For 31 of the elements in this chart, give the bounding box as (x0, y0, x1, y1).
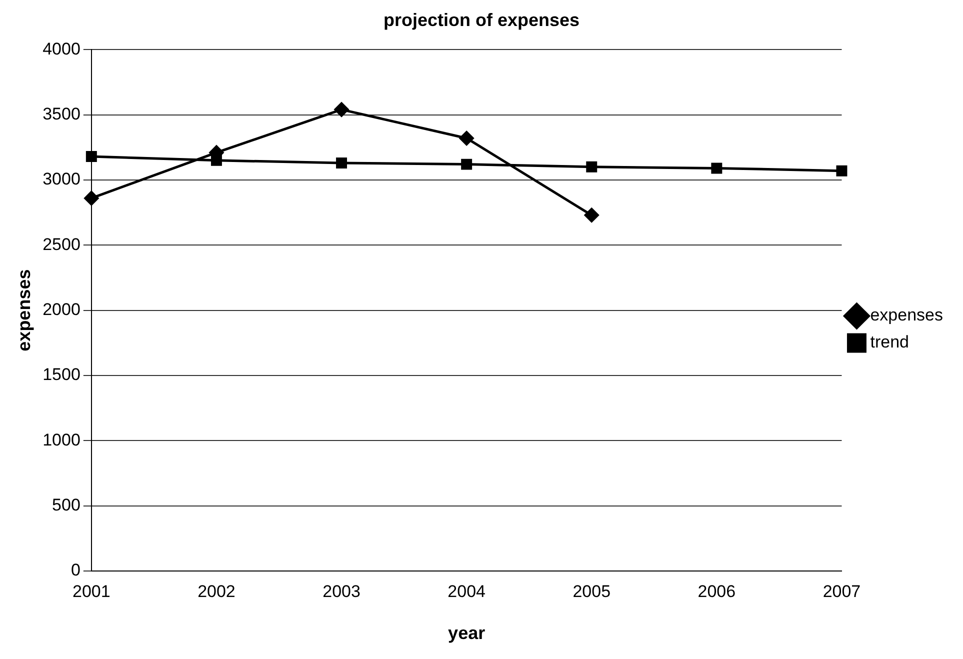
y-tick-label: 3500 (42, 104, 80, 124)
point (334, 102, 349, 117)
x-tick-label: 2002 (198, 582, 236, 601)
y-axis-title: expenses (14, 269, 34, 352)
x-tick-label: 2007 (822, 582, 861, 601)
point (84, 190, 99, 206)
point (584, 208, 599, 222)
x-tick-label: 2001 (72, 582, 110, 601)
point (459, 130, 474, 146)
y-tick-label: 4000 (42, 39, 80, 58)
x-tick-label: 2006 (698, 582, 736, 601)
y-tick-label: 1000 (42, 430, 80, 450)
x-tick-label: 2005 (572, 582, 611, 601)
y-tick-label: 1500 (42, 365, 80, 384)
y-tick-label: 500 (52, 496, 80, 515)
x-axis-title: year (448, 623, 486, 644)
chart-title: projection of expenses (383, 10, 580, 30)
point (461, 158, 472, 170)
y-tick-label: 3000 (42, 170, 80, 189)
point (336, 158, 348, 168)
y-tick-label: 2000 (42, 300, 80, 319)
point (711, 162, 722, 174)
y-tick-label: 2500 (42, 234, 80, 254)
point (836, 165, 848, 176)
x-tick-label: 2004 (448, 582, 486, 601)
x-tick-label: 2003 (322, 582, 360, 601)
point (586, 161, 598, 172)
legend-label: trend (870, 332, 909, 352)
legend-label: expenses (870, 306, 944, 325)
y-tick-label: 0 (70, 560, 80, 580)
point (86, 150, 97, 162)
